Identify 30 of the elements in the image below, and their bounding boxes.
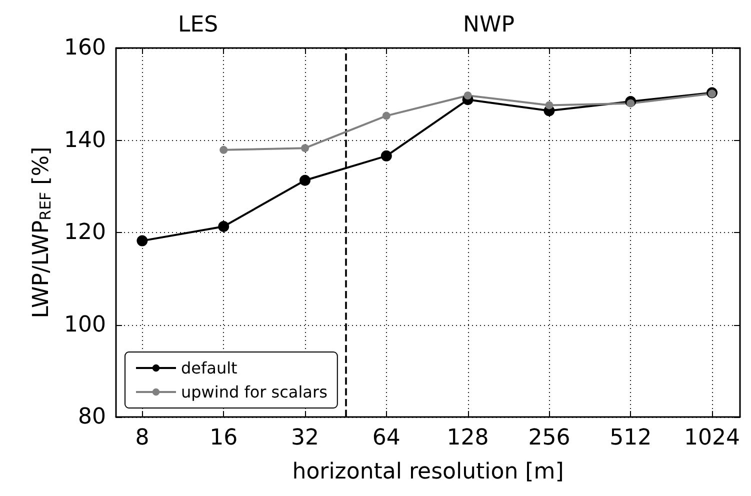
point xyxy=(626,99,635,108)
point xyxy=(218,221,230,232)
point xyxy=(300,174,311,186)
y-tick-label: 100 xyxy=(64,312,106,338)
point xyxy=(708,90,716,98)
y-tick-label: 160 xyxy=(64,36,106,60)
point xyxy=(464,92,472,100)
x-tick-label: 16 xyxy=(210,426,238,450)
legend-label: default xyxy=(181,358,238,378)
point xyxy=(301,144,310,152)
x-tick-label: 64 xyxy=(372,426,400,450)
point xyxy=(382,112,390,120)
point xyxy=(220,146,228,154)
legend-label: upwind for scalars xyxy=(181,382,328,402)
y-tick-label: 140 xyxy=(64,128,106,153)
point xyxy=(380,150,392,162)
x-tick-label: 512 xyxy=(610,426,652,450)
point xyxy=(136,235,148,246)
x-axis-title: horizontal resolution [m] xyxy=(292,460,564,484)
y-tick-label: 120 xyxy=(64,220,106,245)
text: LES xyxy=(178,12,218,38)
x-tick-label: 256 xyxy=(528,426,570,450)
x-tick-label: 32 xyxy=(291,426,320,450)
y-tick-label: 80 xyxy=(78,404,106,430)
text: NWP xyxy=(463,12,514,38)
point xyxy=(545,101,554,110)
x-tick-label: 8 xyxy=(135,426,150,450)
x-tick-label: 1024 xyxy=(684,426,740,450)
x-tick-label: 128 xyxy=(446,426,489,450)
y-axis-title: LWP/LWPREF [%] xyxy=(29,146,55,318)
